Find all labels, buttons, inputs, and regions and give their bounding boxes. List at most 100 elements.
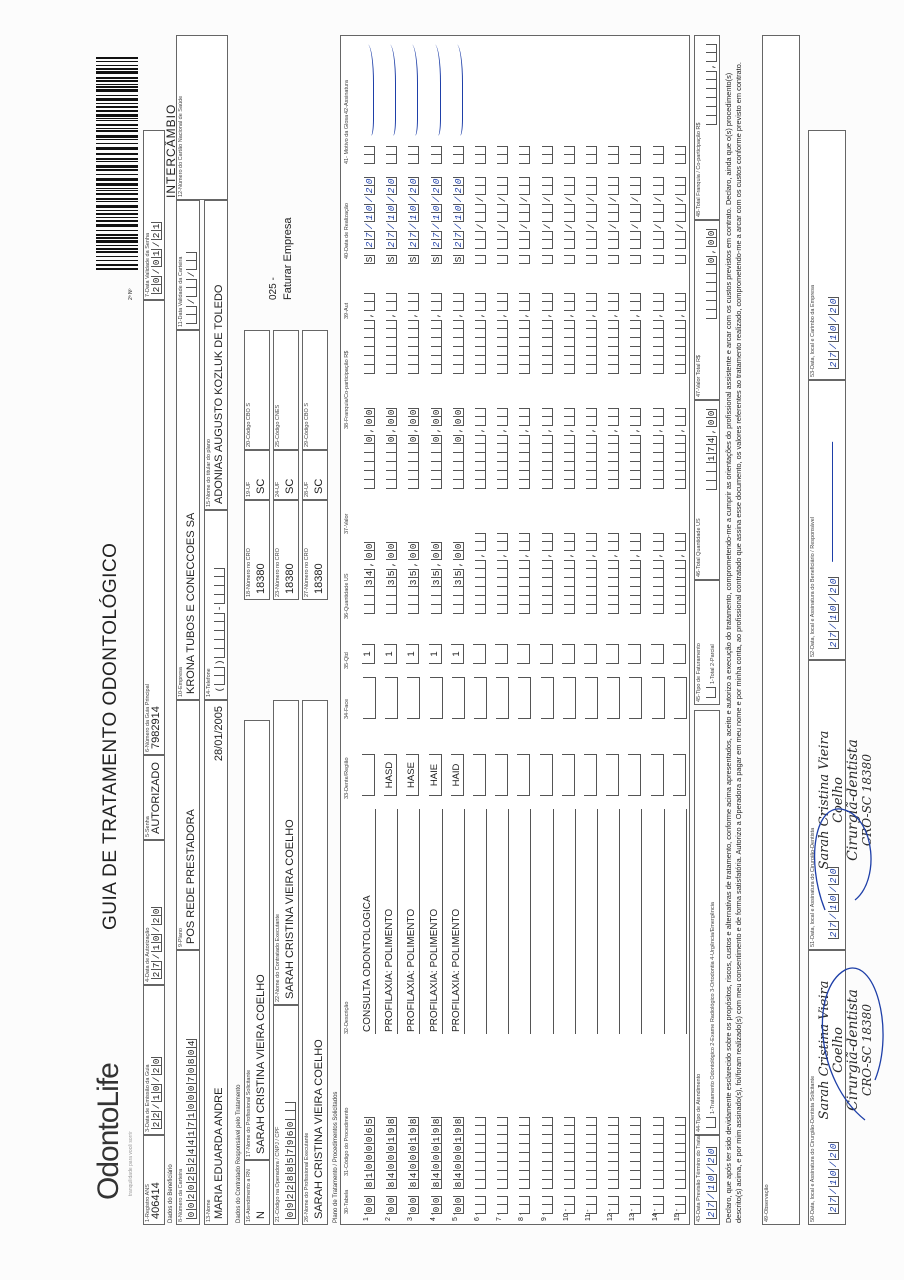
field-cbo3[interactable]: 29-Código CBO S (302, 330, 328, 450)
field-label: 15-Nome do titular do plano (206, 439, 212, 507)
cell-separators: / / (652, 175, 664, 248)
footer-total-franq[interactable]: 48-Total Franquia / Co-participação R$ , (694, 35, 720, 220)
cell-separators: / / (497, 175, 509, 248)
tooth-region (561, 754, 575, 796)
cell-separators: , (630, 531, 642, 613)
field-operator-code[interactable]: 21-Código na Operadora / CNPJ / CPF 09228… (273, 1005, 299, 1225)
digit-cells: 174,00 (706, 407, 717, 490)
observation-field[interactable]: 49-Observação (762, 35, 800, 1225)
cell-separators (608, 144, 619, 164)
quantity (517, 644, 531, 664)
digit-cells: 27/10/20 (452, 175, 464, 249)
field-password[interactable]: 5-Senha AUTORIZADO (143, 755, 165, 840)
footer-end-date[interactable]: 43-Data Previsão Término do Tratamento 27… (694, 1121, 720, 1225)
field-reg-ans[interactable]: 1-Registro ANS 406414 (143, 1135, 165, 1225)
field-uf2[interactable]: 24-UF SC (273, 450, 299, 500)
digit-cells: , (563, 533, 575, 614)
field-rn[interactable]: 16-Atendimento a RN N (244, 1160, 270, 1225)
checkbox[interactable] (706, 687, 716, 698)
field-company[interactable]: 10-Empresa KRONA TUBOS E CONECCOES SA (176, 330, 200, 700)
digit-cells (430, 144, 442, 164)
procedure-description: PROFILAXIA: POLIMENTO (406, 908, 418, 1032)
field-emission-date[interactable]: 3-Data de Emissão da Guia 22/10/20 (143, 985, 165, 1135)
digit-cells (475, 1117, 486, 1189)
field-contractor[interactable]: 22-Nome do Contratado Executante SARAH CR… (273, 700, 299, 1005)
field-main-guide[interactable]: 6-Número da Guia Principal 7982914 (143, 300, 165, 755)
cell-separators: , (652, 406, 664, 488)
field-auth-date[interactable]: 4-Data de Autorização 27/10/20 (143, 840, 165, 985)
digit-cells: / / (519, 177, 531, 249)
digit-cells: , (674, 533, 686, 614)
table-row: 6 - , , , / / (468, 36, 488, 1224)
cell-value: 84000198 (408, 1115, 420, 1188)
billing-note-code: 025 - (268, 277, 279, 300)
field-cro1[interactable]: 18-Número no CRO 18380 (244, 500, 270, 600)
field-plan[interactable]: 9-Plano POS REDE PRESTADORA (176, 700, 200, 950)
procedures-table: 30-Tabela 31-Código do Procedimento 32-Des… (340, 35, 690, 1225)
field-executor[interactable]: 26-Nome do Profissional Executante SARAH … (302, 700, 328, 1225)
digit-cells (608, 1117, 620, 1189)
cell-separators (586, 253, 597, 264)
table-header: 37-Valor (344, 513, 350, 534)
digit-cells: , (608, 408, 620, 489)
digit-cells: , (519, 531, 531, 614)
field-cro3[interactable]: 27-Número no CRO 18380 (302, 500, 328, 600)
field-requester[interactable]: 17-Nome do Profissional Solicitante SARAH… (244, 720, 270, 1160)
face-cell (607, 677, 621, 719)
field-cnes[interactable]: 25-Código CNES (273, 330, 299, 450)
field-label: 27-Número no CRO (304, 548, 310, 597)
cell-separators: , (519, 531, 531, 613)
field-name[interactable]: 13-Nome MARIA EDUARDA ANDRE 28/01/2005 (204, 700, 228, 1225)
footer-total-value[interactable]: 47-Valor Total R$ 0,00 (694, 220, 720, 400)
signature-label: 53-Data, local e Carimbo da Empresa (810, 284, 816, 377)
digit-cells: , (364, 293, 375, 374)
table-row: 13 - , , , / / (623, 36, 643, 1224)
digit-cells: 27/10/20 (430, 175, 442, 249)
table-row: 1 -00 81000065 CONSULTA ODONTOLOGICA 1 34,0… (357, 36, 377, 1224)
field-label: 20-Código CBO S (246, 402, 252, 447)
digit-cells: , (475, 533, 486, 614)
procedure-description: CONSULTA ODONTOLOGICA (362, 895, 373, 1032)
signature-scribble (425, 41, 441, 137)
field-cbo1[interactable]: 20-Código CBO S (244, 330, 270, 450)
field-sus-card[interactable]: 12-Número do Cartão Nacional de Saúde (176, 35, 228, 200)
field-card-number[interactable]: 8-Número da Carteira 00202524417100070804 (176, 950, 200, 1225)
field-password-validity[interactable]: 7-Data Validade da Senha 20/01/21 (143, 130, 165, 300)
cell-separators (431, 144, 442, 164)
digit-cells: , (541, 408, 553, 489)
digit-cells (519, 1117, 531, 1189)
field-holder[interactable]: 15-Nome do titular do plano ADONIAS AUGUS… (204, 200, 228, 510)
field-uf1[interactable]: 19-UF SC (244, 450, 270, 500)
face-cell (385, 677, 399, 719)
field-phone[interactable]: 14-Telefone( ) - (204, 510, 228, 700)
cell-separators (475, 144, 486, 164)
field-card-validity[interactable]: 11-Data Validade da Carteira / / (176, 200, 200, 330)
digit-cells: 84000198 (430, 1115, 442, 1189)
quantity (606, 644, 620, 664)
checkbox[interactable] (706, 1117, 716, 1128)
digit-cells (586, 1117, 597, 1189)
field-value: 18380 (313, 563, 325, 594)
face-cell (562, 677, 576, 719)
barcode-bar (96, 80, 138, 82)
digit-cells: 20/01/21 (151, 220, 162, 294)
face-cell (496, 677, 510, 719)
signature-box-53[interactable]: 53-Data, local e Carimbo da Empresa 27/10… (808, 130, 846, 380)
row-number: 1 - (363, 1212, 370, 1221)
barcode-bar (96, 143, 138, 144)
tooth-region (539, 754, 553, 796)
tooth-region (362, 754, 375, 796)
barcode-bar (96, 230, 138, 231)
cell-separators: , (586, 406, 597, 488)
footer-care-type[interactable]: 44-Tipo de Atendimento 1-Tratamento Odont… (694, 710, 720, 1135)
quantity: 1 (450, 644, 464, 664)
digit-cells: , (630, 406, 642, 489)
cell-separators: , (630, 406, 642, 488)
barcode-bar (96, 169, 138, 171)
field-label: 18-Número no CRO (246, 548, 252, 597)
field-cro2[interactable]: 23-Número no CRO 18380 (273, 500, 299, 600)
footer-total-us[interactable]: 46-Total Quantidade US 174,00 (694, 400, 720, 580)
footer-billing-type[interactable]: 45-Tipo de Faturamento 1-Total 2-Parcial (694, 580, 720, 705)
cell-value: , (452, 291, 464, 373)
field-uf3[interactable]: 28-UF SC (302, 450, 328, 500)
